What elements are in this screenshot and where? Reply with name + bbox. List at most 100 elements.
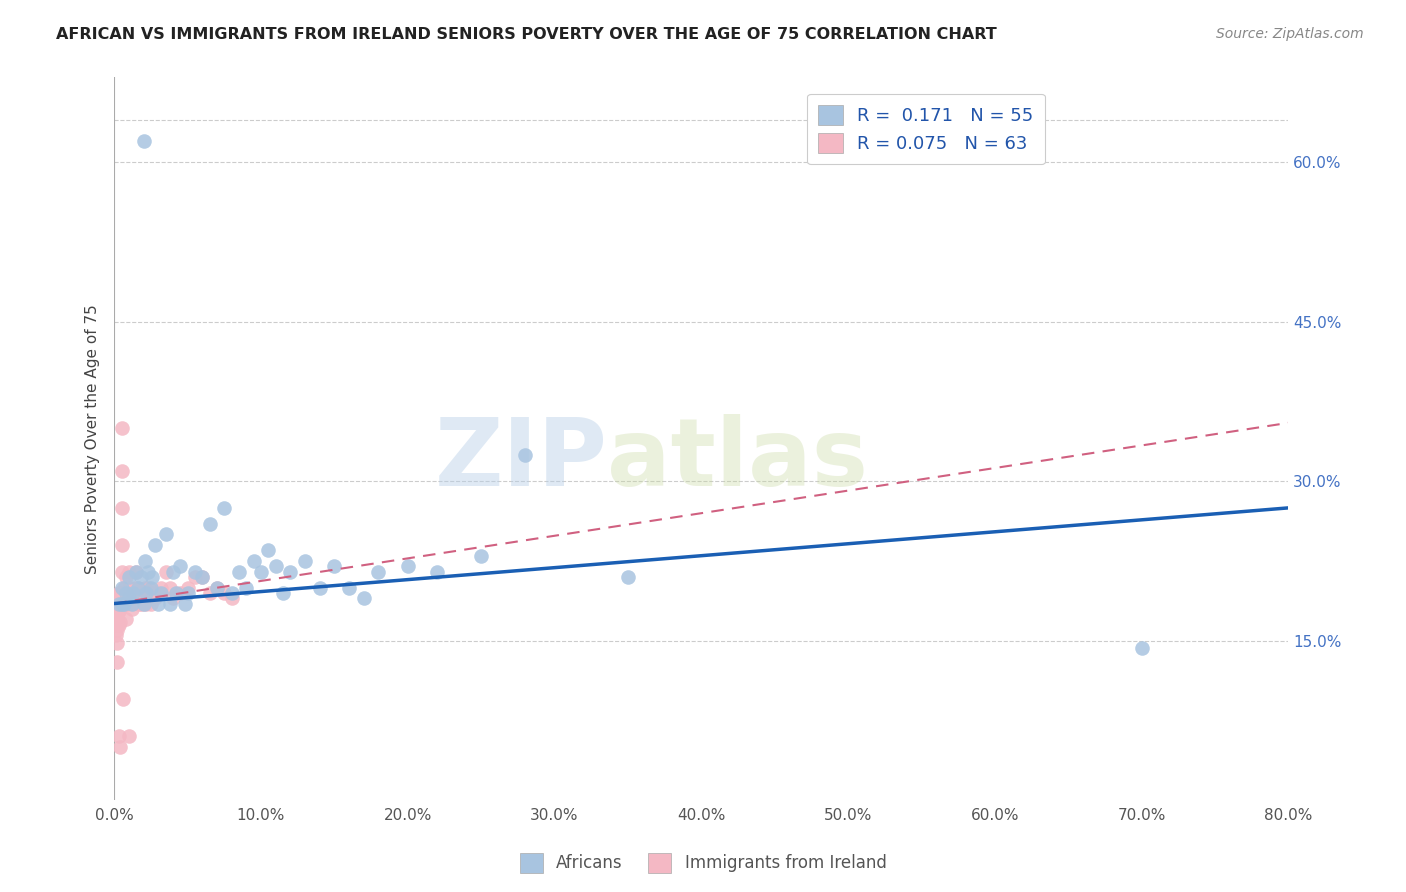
Point	[396, 559, 419, 574]
Point	[104, 607, 127, 622]
Point	[169, 559, 191, 574]
Point	[105, 623, 128, 637]
Point	[148, 597, 170, 611]
Point	[132, 134, 155, 148]
Point	[118, 581, 141, 595]
Point	[115, 612, 138, 626]
Point	[323, 559, 346, 574]
Point	[122, 586, 145, 600]
Point	[118, 730, 141, 744]
Point	[114, 597, 136, 611]
Point	[221, 586, 243, 600]
Text: atlas: atlas	[607, 415, 869, 507]
Point	[148, 586, 170, 600]
Point	[104, 617, 127, 632]
Point	[150, 581, 173, 595]
Point	[205, 581, 228, 595]
Point	[139, 581, 162, 595]
Point	[107, 586, 129, 600]
Point	[141, 586, 163, 600]
Point	[155, 527, 177, 541]
Point	[143, 591, 166, 606]
Point	[250, 565, 273, 579]
Point	[155, 565, 177, 579]
Point	[114, 597, 136, 611]
Point	[121, 602, 143, 616]
Point	[111, 692, 134, 706]
Point	[353, 591, 375, 606]
Point	[131, 597, 153, 611]
Point	[117, 597, 139, 611]
Point	[118, 591, 141, 606]
Point	[132, 586, 155, 600]
Point	[105, 591, 128, 606]
Point	[105, 655, 128, 669]
Point	[173, 597, 195, 611]
Point	[308, 581, 330, 595]
Point	[110, 500, 132, 515]
Point	[129, 570, 152, 584]
Point	[128, 597, 150, 611]
Point	[278, 565, 301, 579]
Point	[124, 581, 146, 595]
Point	[110, 581, 132, 595]
Point	[294, 554, 316, 568]
Point	[129, 586, 152, 600]
Point	[107, 617, 129, 632]
Point	[110, 464, 132, 478]
Point	[115, 570, 138, 584]
Point	[162, 565, 184, 579]
Point	[191, 570, 214, 584]
Point	[242, 554, 264, 568]
Point	[205, 581, 228, 595]
Point	[214, 586, 236, 600]
Point	[271, 586, 294, 600]
Point	[120, 586, 142, 600]
Point	[198, 516, 221, 531]
Point	[110, 586, 132, 600]
Legend: Africans, Immigrants from Ireland: Africans, Immigrants from Ireland	[513, 847, 893, 880]
Point	[198, 586, 221, 600]
Point	[115, 586, 138, 600]
Point	[176, 586, 198, 600]
Point	[121, 597, 143, 611]
Point	[135, 586, 157, 600]
Point	[110, 565, 132, 579]
Point	[118, 565, 141, 579]
Point	[135, 597, 157, 611]
Point	[104, 628, 127, 642]
Point	[337, 581, 360, 595]
Point	[470, 549, 492, 563]
Point	[235, 581, 257, 595]
Point	[110, 421, 132, 435]
Point	[141, 570, 163, 584]
Point	[228, 565, 250, 579]
Point	[105, 612, 128, 626]
Point	[191, 570, 214, 584]
Point	[426, 565, 449, 579]
Point	[257, 543, 280, 558]
Point	[143, 538, 166, 552]
Point	[132, 597, 155, 611]
Text: AFRICAN VS IMMIGRANTS FROM IRELAND SENIORS POVERTY OVER THE AGE OF 75 CORRELATIO: AFRICAN VS IMMIGRANTS FROM IRELAND SENIO…	[56, 27, 997, 42]
Y-axis label: Seniors Poverty Over the Age of 75: Seniors Poverty Over the Age of 75	[86, 304, 100, 574]
Point	[165, 586, 187, 600]
Point	[108, 739, 131, 754]
Point	[110, 597, 132, 611]
Point	[110, 538, 132, 552]
Point	[159, 597, 181, 611]
Legend: R =  0.171   N = 55, R = 0.075   N = 63: R = 0.171 N = 55, R = 0.075 N = 63	[807, 94, 1045, 164]
Point	[150, 586, 173, 600]
Point	[1130, 641, 1153, 656]
Point	[107, 597, 129, 611]
Point	[111, 597, 134, 611]
Point	[105, 636, 128, 650]
Point	[221, 591, 243, 606]
Point	[139, 597, 162, 611]
Point	[138, 581, 160, 595]
Point	[515, 448, 537, 462]
Text: ZIP: ZIP	[434, 415, 607, 507]
Point	[136, 565, 159, 579]
Text: Source: ZipAtlas.com: Source: ZipAtlas.com	[1216, 27, 1364, 41]
Point	[127, 581, 149, 595]
